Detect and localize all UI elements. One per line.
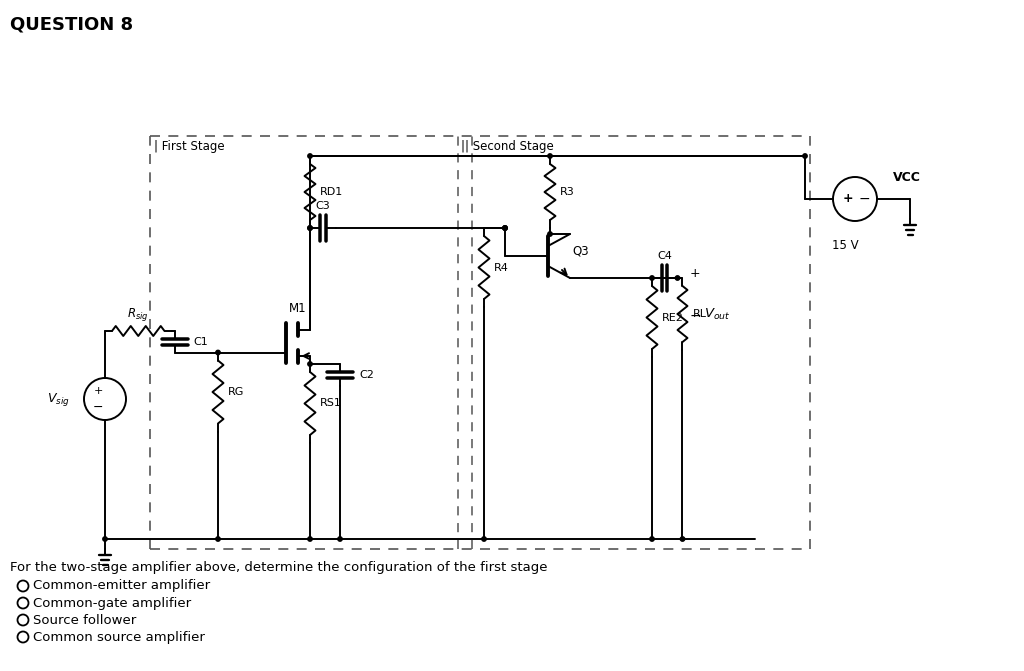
Circle shape <box>216 537 220 541</box>
Text: || Second Stage: || Second Stage <box>461 140 554 153</box>
Text: Common-gate amplifier: Common-gate amplifier <box>33 597 191 609</box>
Text: −: − <box>858 192 869 206</box>
Text: Q3: Q3 <box>572 244 589 258</box>
Circle shape <box>216 350 220 355</box>
Circle shape <box>548 154 552 158</box>
Text: M1: M1 <box>289 302 306 315</box>
Circle shape <box>548 231 552 236</box>
Text: RG: RG <box>228 387 245 397</box>
Text: $V_{out}$: $V_{out}$ <box>705 307 731 321</box>
Text: C1: C1 <box>194 337 208 347</box>
Text: $V_{sig}$: $V_{sig}$ <box>47 391 70 407</box>
Text: RD1: RD1 <box>319 187 343 197</box>
Circle shape <box>102 537 108 541</box>
Text: Common-emitter amplifier: Common-emitter amplifier <box>33 580 210 592</box>
Text: For the two-stage amplifier above, determine the configuration of the first stag: For the two-stage amplifier above, deter… <box>10 561 548 574</box>
Circle shape <box>308 537 312 541</box>
Text: Source follower: Source follower <box>33 613 136 627</box>
Text: R4: R4 <box>494 262 509 272</box>
Circle shape <box>308 226 312 230</box>
Text: | First Stage: | First Stage <box>154 140 224 153</box>
Circle shape <box>680 537 685 541</box>
Text: RL: RL <box>692 309 707 319</box>
Circle shape <box>650 276 654 280</box>
Circle shape <box>503 226 507 230</box>
Circle shape <box>482 537 486 541</box>
Circle shape <box>308 226 312 230</box>
Text: RS1: RS1 <box>319 399 342 409</box>
Circle shape <box>338 537 342 541</box>
Text: +: + <box>689 266 700 280</box>
Text: +: + <box>93 386 102 396</box>
Text: C3: C3 <box>315 201 330 211</box>
Text: $R_{sig}$: $R_{sig}$ <box>127 306 150 323</box>
Circle shape <box>308 154 312 158</box>
Text: −: − <box>689 309 701 323</box>
Text: C4: C4 <box>657 251 672 261</box>
Circle shape <box>803 154 807 158</box>
Text: −: − <box>93 401 103 413</box>
Circle shape <box>503 226 507 230</box>
Circle shape <box>503 226 507 230</box>
Text: RE2: RE2 <box>662 313 684 323</box>
Text: VCC: VCC <box>893 170 921 183</box>
Text: 15 V: 15 V <box>831 239 858 252</box>
Text: R3: R3 <box>560 187 574 197</box>
Circle shape <box>308 362 312 366</box>
Circle shape <box>675 276 680 280</box>
Text: QUESTION 8: QUESTION 8 <box>10 16 133 34</box>
Text: +: + <box>843 193 853 205</box>
Circle shape <box>650 537 654 541</box>
Text: Common source amplifier: Common source amplifier <box>33 631 205 643</box>
Text: C2: C2 <box>359 370 374 380</box>
